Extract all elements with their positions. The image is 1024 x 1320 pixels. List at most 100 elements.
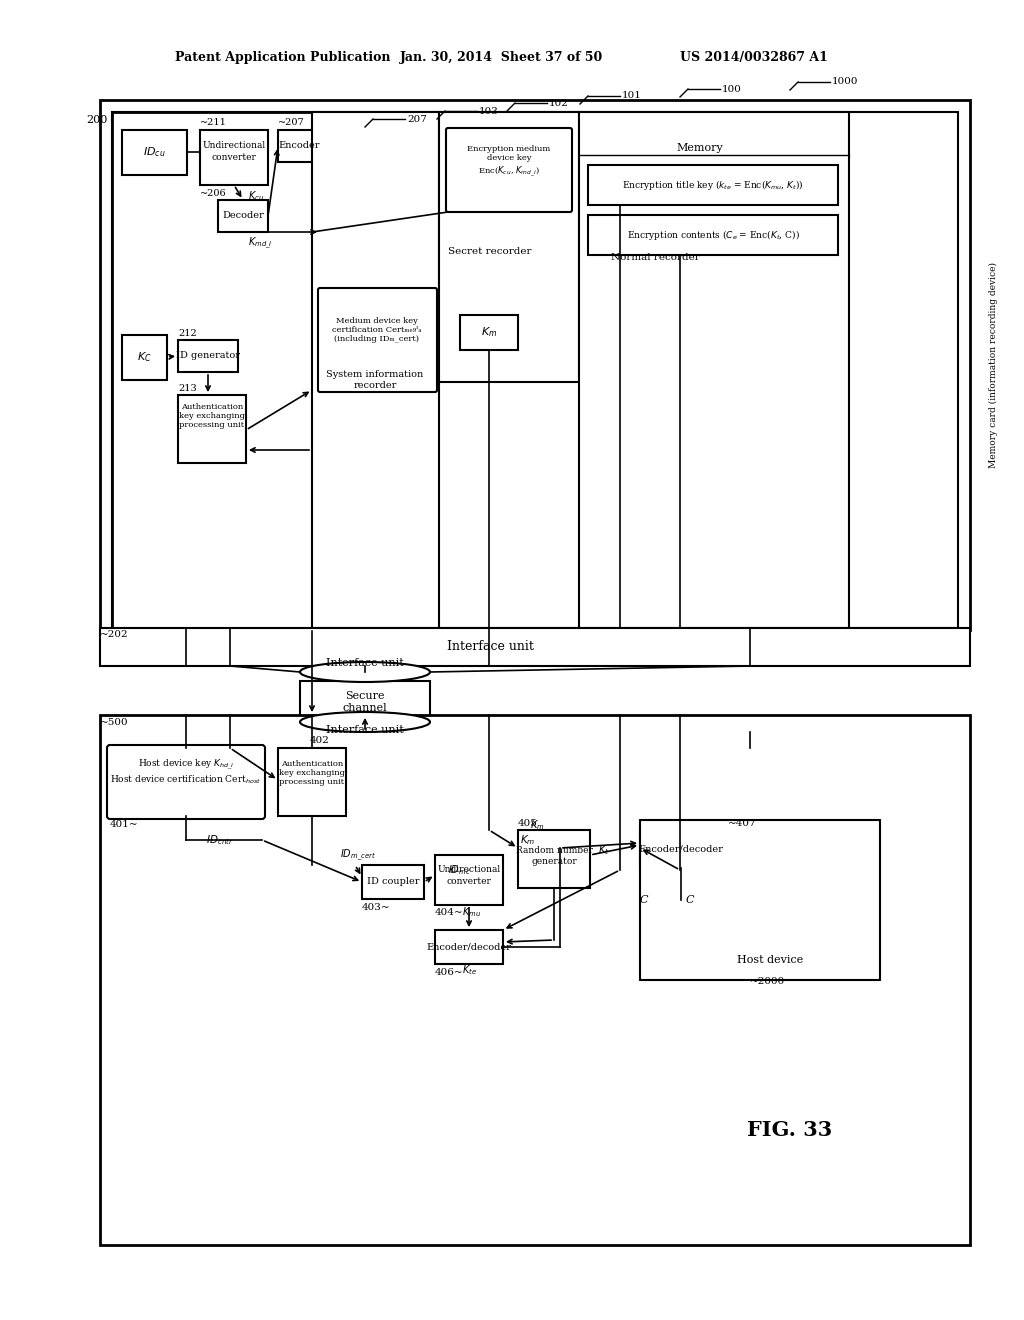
Text: 405: 405: [518, 818, 538, 828]
Text: 404~: 404~: [435, 908, 464, 917]
Bar: [122, 335, 167, 380]
Text: converter: converter: [212, 153, 256, 161]
Text: $ID_{cu}$: $ID_{cu}$: [142, 145, 165, 158]
Text: Authentication
key exchanging
processing unit: Authentication key exchanging processing…: [279, 760, 345, 787]
Bar: [200, 129, 268, 185]
Text: FIG. 33: FIG. 33: [748, 1119, 833, 1140]
Ellipse shape: [300, 663, 430, 682]
Text: 212: 212: [178, 329, 197, 338]
Text: Encoder/decoder: Encoder/decoder: [427, 942, 511, 952]
Text: Undirectional: Undirectional: [203, 140, 265, 149]
Text: ~207: ~207: [278, 117, 305, 127]
Bar: [588, 165, 838, 205]
Bar: [100, 100, 970, 630]
Text: Secret recorder: Secret recorder: [449, 248, 531, 256]
Text: 402: 402: [310, 737, 330, 744]
Bar: [518, 830, 590, 888]
Text: 200: 200: [87, 115, 108, 125]
Text: $ID_{cntr}$: $ID_{cntr}$: [206, 833, 233, 847]
Text: 102: 102: [549, 99, 569, 107]
Ellipse shape: [300, 711, 430, 733]
Text: Interface unit: Interface unit: [326, 657, 403, 668]
Bar: [362, 865, 424, 899]
Bar: [312, 112, 439, 628]
Bar: [178, 395, 246, 463]
Text: Authentication
key exchanging
processing unit: Authentication key exchanging processing…: [179, 403, 245, 429]
Bar: [100, 715, 970, 1245]
Text: Encoder/decoder: Encoder/decoder: [639, 845, 723, 854]
Text: 101: 101: [622, 91, 642, 100]
Text: 213: 213: [178, 384, 197, 393]
Text: ~2000: ~2000: [750, 978, 785, 986]
Text: Random number
generator: Random number generator: [515, 846, 593, 866]
Text: ~206: ~206: [200, 189, 226, 198]
Text: Memory: Memory: [677, 143, 723, 153]
Text: C: C: [686, 895, 694, 906]
Text: Interface unit: Interface unit: [326, 725, 403, 735]
Text: $K_m$: $K_m$: [520, 833, 536, 847]
Text: Encryption medium
device key
Enc($K_{cu}$, $K_{md\_i}$): Encryption medium device key Enc($K_{cu}…: [467, 145, 551, 178]
Text: ID coupler: ID coupler: [367, 878, 419, 887]
Text: Memory card (information recording device): Memory card (information recording devic…: [988, 261, 997, 469]
Text: Secure
channel: Secure channel: [343, 692, 387, 713]
Text: Jan. 30, 2014  Sheet 37 of 50: Jan. 30, 2014 Sheet 37 of 50: [400, 50, 603, 63]
Text: $K_{te}$: $K_{te}$: [462, 964, 477, 977]
Bar: [112, 112, 312, 628]
Bar: [439, 112, 579, 381]
Text: ~211: ~211: [200, 117, 227, 127]
FancyBboxPatch shape: [446, 128, 572, 213]
Bar: [218, 201, 268, 232]
Text: $K_{cu}$: $K_{cu}$: [248, 189, 264, 203]
Bar: [278, 748, 346, 816]
Text: Host device key $K_{hd\_i}$
Host device certification Cert$_{host}$: Host device key $K_{hd\_i}$ Host device …: [111, 758, 261, 787]
Text: converter: converter: [446, 878, 492, 887]
Text: C: C: [640, 895, 648, 906]
Bar: [100, 628, 970, 667]
Text: Normal recorder: Normal recorder: [610, 253, 699, 263]
Bar: [435, 931, 503, 964]
Text: Decoder: Decoder: [222, 211, 264, 220]
Text: $K_t$: $K_t$: [598, 843, 610, 857]
Bar: [435, 855, 503, 906]
Text: Encryption title key ($k_{te}$ = Enc($K_{mu}$, $K_t$)): Encryption title key ($k_{te}$ = Enc($K_…: [623, 178, 804, 191]
Bar: [640, 820, 880, 979]
Bar: [178, 341, 238, 372]
Bar: [460, 315, 518, 350]
Text: Undirectional: Undirectional: [437, 866, 501, 874]
Text: US 2014/0032867 A1: US 2014/0032867 A1: [680, 50, 827, 63]
Text: Encoder: Encoder: [279, 141, 319, 150]
Bar: [588, 215, 838, 255]
Text: ~500: ~500: [100, 718, 129, 727]
Bar: [278, 129, 319, 162]
Text: 100: 100: [722, 84, 741, 94]
Text: 1000: 1000: [831, 78, 858, 87]
Text: Encryption contents ($C_e$ = Enc($K_t$, C)): Encryption contents ($C_e$ = Enc($K_t$, …: [627, 228, 800, 242]
Text: 406~: 406~: [435, 968, 464, 977]
Text: Host device: Host device: [737, 954, 803, 965]
Text: $K_m$: $K_m$: [481, 325, 498, 339]
Text: $K_m$: $K_m$: [530, 818, 545, 832]
Text: 403~: 403~: [362, 903, 390, 912]
Text: System information
recorder: System information recorder: [327, 371, 424, 389]
Text: ~202: ~202: [100, 630, 129, 639]
Text: 207: 207: [407, 115, 427, 124]
FancyBboxPatch shape: [318, 288, 437, 392]
Bar: [122, 129, 187, 176]
Text: 401~: 401~: [110, 820, 138, 829]
Bar: [640, 830, 722, 869]
Bar: [579, 112, 849, 628]
Text: $K_{md\_i}$: $K_{md\_i}$: [248, 235, 272, 251]
Text: 103: 103: [479, 107, 499, 116]
Text: ~407: ~407: [728, 818, 757, 828]
FancyBboxPatch shape: [106, 744, 265, 818]
Text: $ID_{mc}$: $ID_{mc}$: [449, 863, 471, 876]
Text: Patent Application Publication: Patent Application Publication: [175, 50, 390, 63]
Text: Medium device key
certification Certₘₑ₉ᴵₐ
(including IDₘ_cert): Medium device key certification Certₘₑ₉ᴵ…: [332, 317, 422, 343]
Bar: [300, 681, 430, 723]
Text: ID generator: ID generator: [176, 351, 240, 360]
Text: $K_{mu}$: $K_{mu}$: [462, 906, 481, 919]
Bar: [112, 112, 958, 628]
Text: $ID_{m\_cert}$: $ID_{m\_cert}$: [340, 847, 376, 862]
Text: Interface unit: Interface unit: [446, 640, 534, 653]
Text: $K_C$: $K_C$: [136, 350, 152, 364]
